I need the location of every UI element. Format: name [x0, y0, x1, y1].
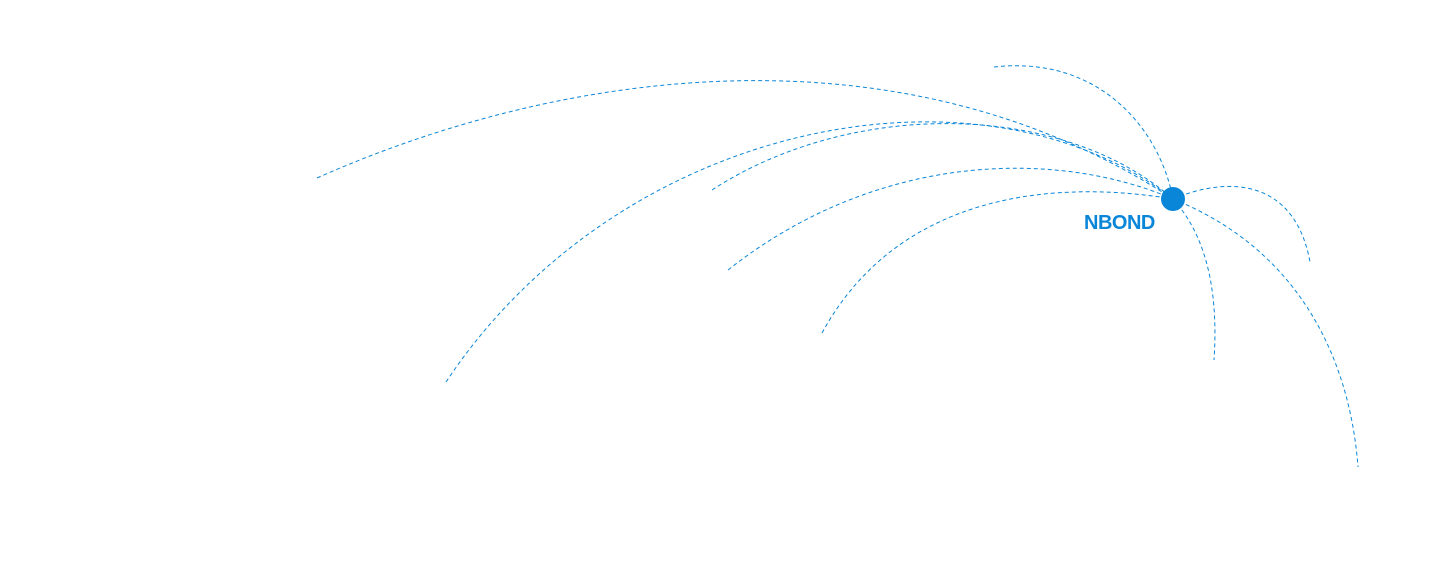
connection-arc: [445, 121, 1174, 383]
connection-arc: [993, 65, 1174, 200]
connection-arc: [711, 123, 1174, 200]
connection-arc: [821, 191, 1174, 334]
connection-arc: [316, 80, 1174, 200]
hub-node: [1161, 187, 1185, 211]
connection-arc: [1172, 185, 1311, 263]
connection-arc: [1172, 198, 1359, 468]
connection-arc: [727, 167, 1174, 271]
hub-label: NBOND: [1084, 212, 1155, 234]
connection-arc: [1172, 198, 1216, 361]
